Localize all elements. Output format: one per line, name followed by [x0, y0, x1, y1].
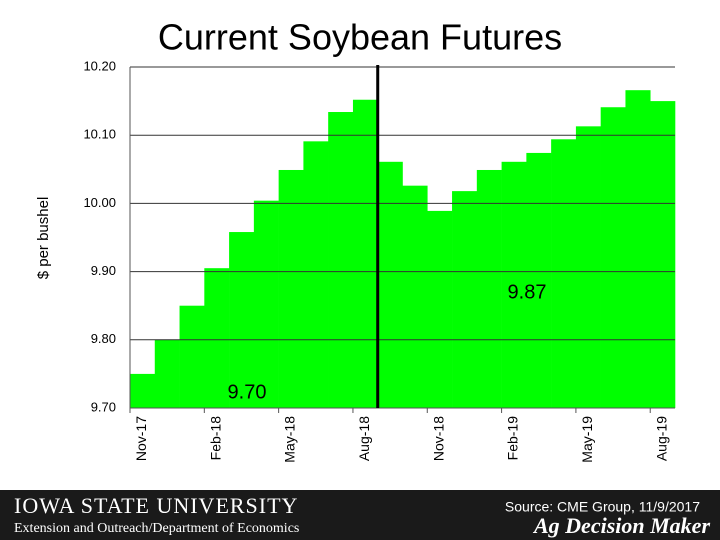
y-tick-label: 9.80 — [91, 331, 116, 346]
bar — [452, 191, 478, 408]
plot-area: 9.70 9.80 9.90 10.00 10.10 10.20 Nov-17 Feb-18 M… — [83, 58, 676, 463]
annotation: 9.87 — [508, 281, 547, 303]
bar — [650, 101, 676, 408]
footer-band — [0, 490, 720, 540]
bar — [551, 139, 577, 409]
y-tick-label: 10.20 — [83, 58, 116, 73]
bar — [352, 99, 379, 409]
chart-title: Current Soybean Futures — [158, 17, 562, 58]
bar — [526, 152, 552, 408]
bar — [328, 112, 354, 409]
x-tick-label: Nov-18 — [430, 416, 446, 461]
department: Extension and Outreach/Department of Eco… — [14, 521, 299, 536]
x-tick-label: Feb-19 — [505, 416, 521, 461]
brand: Ag Decision Maker — [532, 513, 710, 538]
y-tick-label: 9.90 — [91, 263, 116, 278]
y-tick-label: 9.70 — [91, 399, 116, 414]
y-tick-label: 10.00 — [83, 195, 116, 210]
bar — [130, 373, 156, 408]
x-tick-label: Aug-18 — [356, 416, 372, 461]
x-tick-label: Feb-18 — [207, 416, 223, 461]
y-tick-label: 10.10 — [83, 127, 116, 142]
source: Source: CME Group, 11/9/2017 — [505, 499, 700, 515]
bar — [303, 141, 329, 408]
bar — [625, 90, 651, 409]
bar — [402, 185, 428, 408]
y-axis-label: $ per bushel — [35, 197, 52, 280]
x-tick-label: Nov-17 — [133, 416, 149, 461]
bar — [476, 169, 502, 408]
bar — [229, 232, 255, 408]
bar — [600, 107, 626, 408]
x-tick-label: May-19 — [579, 416, 595, 463]
x-tick-label: Aug-19 — [653, 416, 669, 461]
bar — [253, 200, 279, 408]
bar — [575, 126, 601, 409]
bar — [427, 210, 453, 408]
annotation: 9.70 — [228, 381, 267, 403]
x-tick-label: May-18 — [282, 416, 298, 463]
bar — [204, 268, 230, 408]
bar — [377, 161, 403, 408]
university-name: Iowa State University — [14, 493, 298, 518]
bar — [154, 339, 180, 408]
bar — [179, 305, 205, 408]
bar — [501, 161, 527, 408]
bar — [278, 169, 304, 408]
